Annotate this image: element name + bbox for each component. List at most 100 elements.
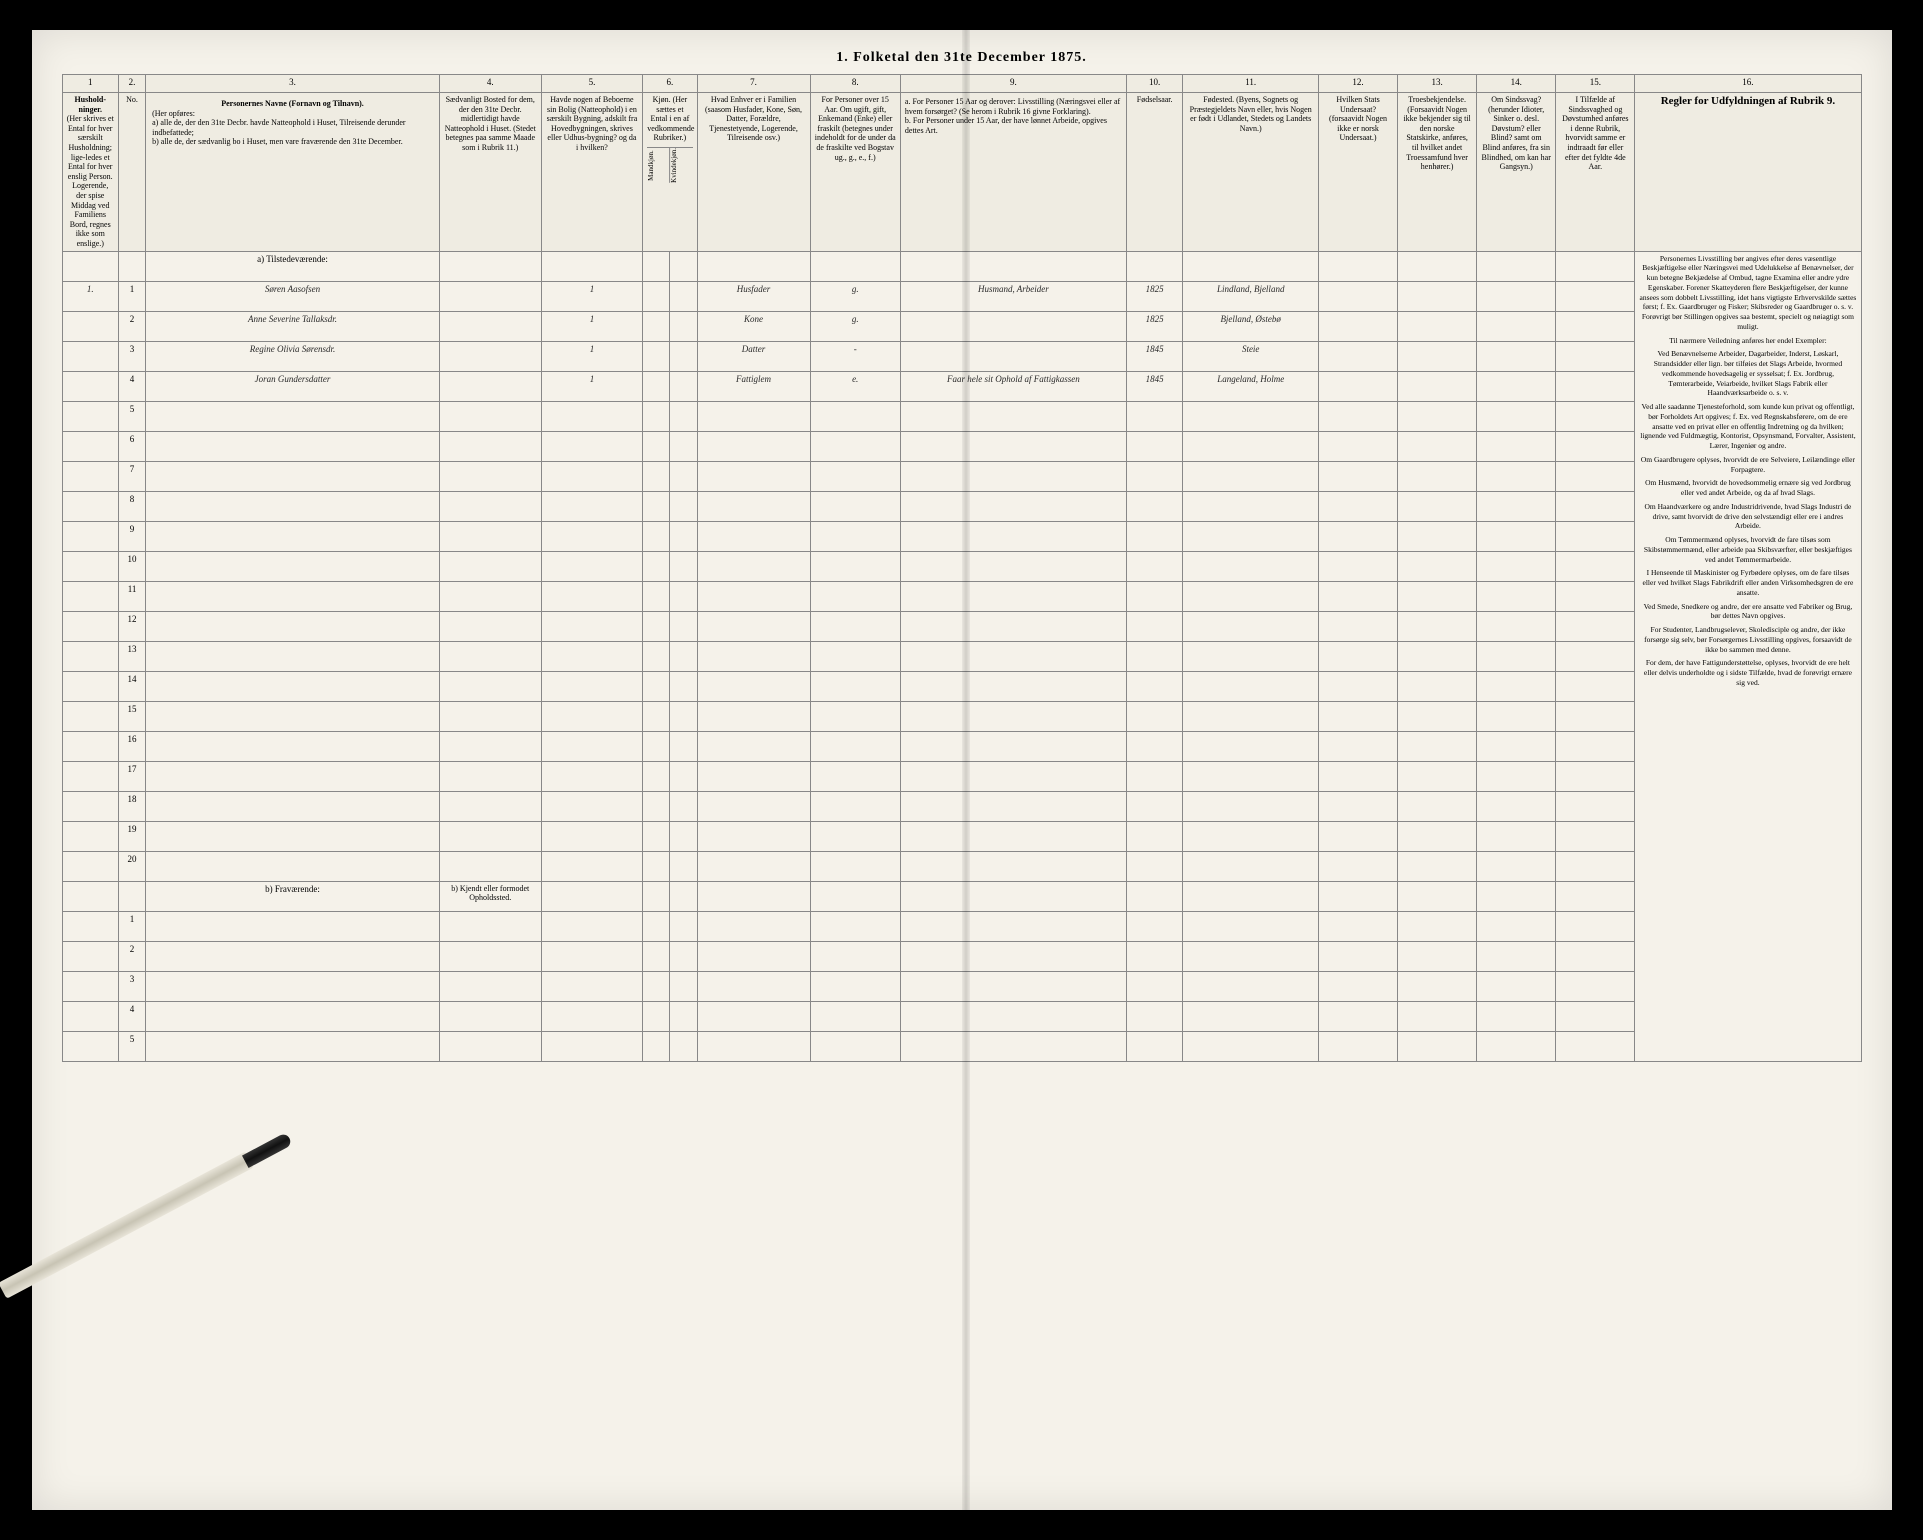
cell-rownum: 7	[119, 461, 146, 491]
section-absent-note: b) Kjendt eller formodet Opholdssted.	[439, 881, 541, 911]
cell-rownum: 6	[119, 431, 146, 461]
cell-building: 1	[541, 281, 643, 311]
cell-disability	[1477, 371, 1556, 401]
hdr-names: Personernes Navne (Fornavn og Tilnavn). …	[146, 93, 440, 252]
cell-female	[670, 311, 697, 341]
cell-household	[62, 311, 119, 341]
table-row-absent: 5	[62, 1031, 1861, 1061]
pen-overlay	[0, 1094, 346, 1308]
hdr-disability: Om Sindssvag? (herunder Idioter, Sinker …	[1477, 93, 1556, 252]
hdr-names-b: b) alle de, der sædvanlig bo i Huset, me…	[152, 137, 433, 147]
hdr-household-note: (Her skrives et Ental for hver særskilt …	[67, 114, 114, 248]
col-num-12: 12.	[1318, 75, 1397, 93]
section-present-label: a) Tilstedeværende:	[146, 251, 440, 281]
cell-relation: Fattiglem	[697, 371, 810, 401]
col-num-5: 5.	[541, 75, 643, 93]
cell-rownum: 19	[119, 821, 146, 851]
cell-religion	[1398, 281, 1477, 311]
table-row: 4 Joran Gundersdatter 1 Fattiglem e. Faa…	[62, 371, 1861, 401]
cell-name: Regine Olivia Sørensdr.	[146, 341, 440, 371]
hdr-sex: Kjøn. (Her sættes et Ental i en af vedko…	[643, 93, 697, 252]
table-row: 1. 1 Søren Aasofsen 1 Husfader g. Husman…	[62, 281, 1861, 311]
table-row-empty: 14	[62, 671, 1861, 701]
col-num-13: 13.	[1398, 75, 1477, 93]
hdr-birthyear: Fødselsaar.	[1126, 93, 1183, 252]
hdr-household: Hushold-ninger. (Her skrives et Ental fo…	[62, 93, 119, 252]
cell-rownum: 2	[119, 941, 146, 971]
col-num-6: 6.	[643, 75, 697, 93]
table-row-absent: 2	[62, 941, 1861, 971]
rules-title: Regler for Udfyldningen af Rubrik 9.	[1639, 95, 1856, 108]
cell-rownum: 2	[119, 311, 146, 341]
cell-building: 1	[541, 371, 643, 401]
cell-birthplace: Lindland, Bjelland	[1183, 281, 1319, 311]
cell-disability	[1477, 311, 1556, 341]
hdr-female: Kvindekjøn.	[669, 148, 692, 183]
cell-rownum: 5	[119, 1031, 146, 1061]
hdr-male: Mandkjøn.	[647, 148, 669, 183]
hdr-relation: Hvad Enhver er i Familien (saasom Husfad…	[697, 93, 810, 252]
cell-birthplace: Bjelland, Østebø	[1183, 311, 1319, 341]
hdr-occ-b: b. For Personer under 15 Aar, der have l…	[905, 116, 1122, 135]
table-row-absent: 3	[62, 971, 1861, 1001]
cell-birthplace: Steie	[1183, 341, 1319, 371]
cell-citizenship	[1318, 341, 1397, 371]
hdr-birthplace: Fødested. (Byens, Sognets og Præstegjeld…	[1183, 93, 1319, 252]
cell-disability	[1477, 281, 1556, 311]
cell-female	[670, 281, 697, 311]
col-num-14: 14.	[1477, 75, 1556, 93]
cell-female	[670, 341, 697, 371]
header-row: Hushold-ninger. (Her skrives et Ental fo…	[62, 93, 1861, 252]
table-row-empty: 19	[62, 821, 1861, 851]
cell-year: 1845	[1126, 341, 1183, 371]
table-row-empty: 12	[62, 611, 1861, 641]
table-row: 2 Anne Severine Tallaksdr. 1 Kone g. 182…	[62, 311, 1861, 341]
cell-name: Søren Aasofsen	[146, 281, 440, 311]
col-num-15: 15.	[1556, 75, 1635, 93]
cell-rownum: 15	[119, 701, 146, 731]
pen-tip	[241, 1132, 292, 1168]
hdr-residence: Sædvanligt Bosted for dem, der den 31te …	[439, 93, 541, 252]
hdr-household-title: Hushold-ninger.	[74, 95, 106, 114]
cell-household: 1.	[62, 281, 119, 311]
cell-residence	[439, 371, 541, 401]
hdr-citizenship: Hvilken Stats Undersaat? (forsaavidt Nog…	[1318, 93, 1397, 252]
rules-column: Regler for Udfyldningen af Rubrik 9.	[1635, 93, 1861, 252]
cell-citizenship	[1318, 371, 1397, 401]
cell-birthplace: Langeland, Holme	[1183, 371, 1319, 401]
table-row-empty: 17	[62, 761, 1861, 791]
hdr-building: Havde nogen af Beboerne sin Bolig (Natte…	[541, 93, 643, 252]
cell-rownum: 20	[119, 851, 146, 881]
cell-citizenship	[1318, 281, 1397, 311]
table-row-empty: 9	[62, 521, 1861, 551]
hdr-occ-a: a. For Personer 15 Aar og derover: Livss…	[905, 97, 1122, 116]
cell-occupation: Faar hele sit Ophold af Fattigkassen	[900, 371, 1126, 401]
table-row-empty: 13	[62, 641, 1861, 671]
table-body: a) Tilstedeværende:Personernes Livsstill…	[62, 251, 1861, 1061]
cell-rownum: 14	[119, 671, 146, 701]
cell-disability-age	[1556, 341, 1635, 371]
cell-marital: g.	[810, 281, 900, 311]
cell-rownum: 17	[119, 761, 146, 791]
hdr-religion: Troesbekjendelse. (Forsaavidt Nogen ikke…	[1398, 93, 1477, 252]
table-row-absent: 1	[62, 911, 1861, 941]
cell-rownum: 3	[119, 341, 146, 371]
cell-year: 1825	[1126, 281, 1183, 311]
column-number-row: 1 2. 3. 4. 5. 6. 7. 8. 9. 10. 11. 12. 13…	[62, 75, 1861, 93]
table-row-empty: 5	[62, 401, 1861, 431]
cell-marital: e.	[810, 371, 900, 401]
census-page: 1. Folketal den 31te December 1875. 1 2.…	[32, 30, 1892, 1510]
cell-rownum: 10	[119, 551, 146, 581]
hdr-no: No.	[119, 93, 146, 252]
cell-rownum: 8	[119, 491, 146, 521]
cell-female	[670, 371, 697, 401]
cell-rownum: 16	[119, 731, 146, 761]
cell-building: 1	[541, 341, 643, 371]
cell-marital: -	[810, 341, 900, 371]
cell-building: 1	[541, 311, 643, 341]
cell-rownum: 9	[119, 521, 146, 551]
col-num-7: 7.	[697, 75, 810, 93]
cell-religion	[1398, 341, 1477, 371]
hdr-names-a: a) alle de, der den 31te Decbr. havde Na…	[152, 118, 433, 137]
section-absent-row: b) Fraværende:b) Kjendt eller formodet O…	[62, 881, 1861, 911]
